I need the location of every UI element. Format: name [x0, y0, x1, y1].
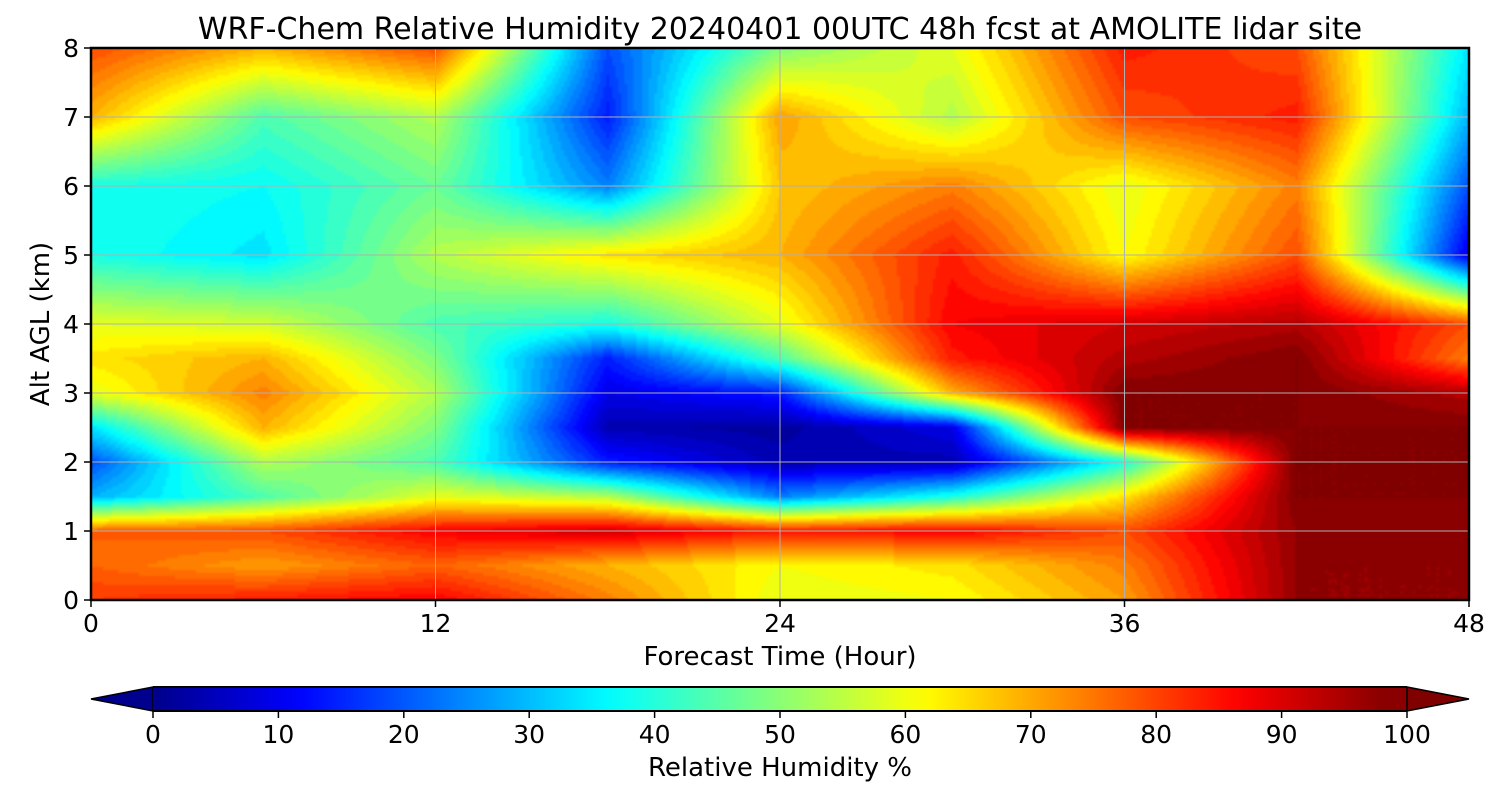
y-tick-label: 4 [63, 310, 79, 339]
colorbar-over-arrow [1406, 686, 1470, 712]
y-tick-label: 1 [63, 517, 79, 546]
x-tick-label: 36 [1109, 609, 1141, 638]
x-tick-label: 24 [764, 609, 796, 638]
y-tick-label: 8 [63, 34, 79, 63]
y-axis-label: Alt AGL (km) [26, 242, 56, 406]
colorbar-tick-label: 100 [1383, 720, 1431, 749]
plot-area [89, 46, 1471, 602]
y-tick-label: 0 [63, 586, 79, 615]
colorbar-label: Relative Humidity % [648, 753, 912, 783]
y-tick-label: 5 [63, 241, 79, 270]
y-tick-label: 6 [63, 172, 79, 201]
y-axis: 0 1 2 3 4 5 6 7 8 [63, 34, 91, 615]
y-tick-label: 7 [63, 103, 79, 132]
colorbar-tick-label: 20 [388, 720, 420, 749]
colorbar-tick-label: 70 [1015, 720, 1047, 749]
colorbar: 0 10 20 30 40 50 60 70 80 90 100 Relative Humidity… [90, 686, 1470, 783]
colorbar-tick-label: 50 [764, 720, 796, 749]
x-axis: 0 12 24 36 48 [83, 600, 1485, 638]
x-tick-label: 48 [1453, 609, 1485, 638]
colorbar-tick-label: 90 [1266, 720, 1298, 749]
colorbar-tick-label: 10 [262, 720, 294, 749]
colorbar-tick-label: 80 [1140, 720, 1172, 749]
colorbar-tick-label: 0 [145, 720, 161, 749]
colorbar-tick-label: 60 [889, 720, 921, 749]
y-tick-label: 2 [63, 448, 79, 477]
colorbar-tick-label: 30 [513, 720, 545, 749]
colorbar-gradient [153, 687, 1407, 711]
colorbar-ticks: 0 10 20 30 40 50 60 70 80 90 100 [145, 711, 1431, 749]
y-tick-label: 3 [63, 379, 79, 408]
x-tick-label: 0 [83, 609, 99, 638]
x-axis-label: Forecast Time (Hour) [643, 642, 916, 672]
colorbar-tick-label: 40 [639, 720, 671, 749]
x-tick-label: 12 [420, 609, 452, 638]
colorbar-under-arrow [90, 686, 154, 712]
chart-title: WRF-Chem Relative Humidity 20240401 00UT… [198, 12, 1362, 47]
